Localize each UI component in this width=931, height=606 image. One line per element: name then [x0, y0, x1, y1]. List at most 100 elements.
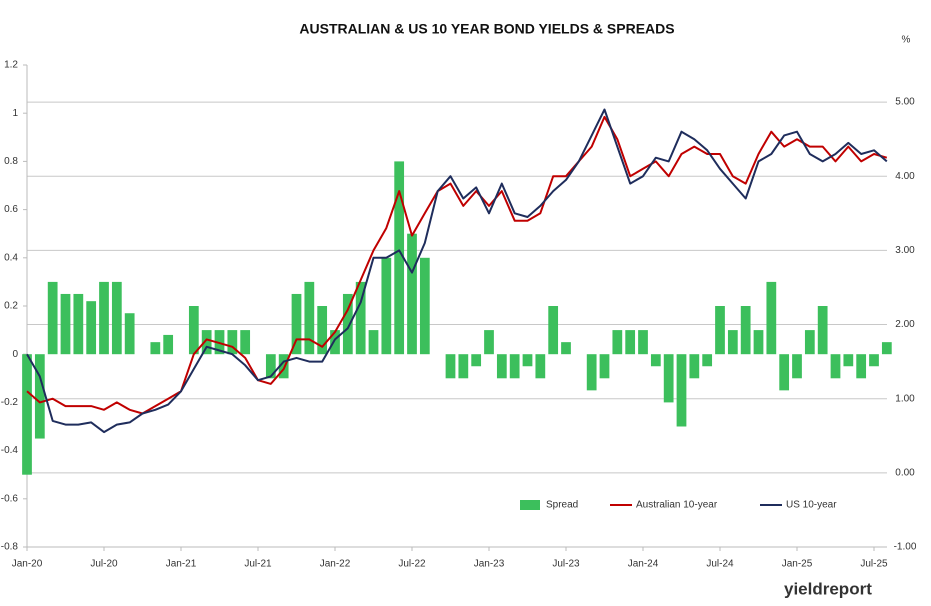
y2-tick-label: 0.00: [895, 467, 915, 478]
y-tick-label: -0.8: [1, 542, 19, 553]
spread-bar: [111, 281, 122, 355]
spread-bar: [663, 354, 674, 403]
spread-bar: [612, 330, 623, 355]
x-tick-label: Jul-23: [552, 559, 580, 570]
legend-label: US 10-year: [786, 500, 837, 511]
spread-bar: [586, 354, 597, 391]
x-tick-label: Jul-25: [860, 559, 888, 570]
spread-bar: [445, 354, 456, 379]
x-tick-label: Jan-25: [782, 559, 813, 570]
y2-tick-label: 4.00: [895, 171, 915, 182]
spread-bar: [535, 354, 546, 379]
spread-bar: [407, 233, 417, 355]
spread-bar: [394, 161, 405, 355]
spread-bar: [150, 342, 161, 355]
spread-bar: [715, 306, 725, 355]
spread-bar: [843, 354, 854, 367]
yield-line: [26, 115, 888, 415]
spread-bar: [47, 281, 58, 355]
spread-bar: [22, 354, 32, 475]
spread-bar: [355, 281, 366, 355]
y-tick-label: 1: [12, 108, 18, 119]
spread-bar: [689, 354, 700, 379]
spread-bar: [163, 334, 174, 355]
y2-tick-label: 2.00: [895, 319, 915, 330]
spread-bar: [419, 257, 430, 355]
y-tick-label: 1.2: [4, 60, 18, 71]
x-tick-label: Jan-23: [474, 559, 505, 570]
spread-bar: [599, 354, 610, 379]
spread-bar: [753, 330, 764, 355]
x-tick-label: Jul-22: [398, 559, 426, 570]
spread-bar: [60, 293, 71, 355]
spread-bar: [625, 330, 636, 355]
spread-bar: [124, 313, 135, 355]
y-tick-label: 0.4: [4, 252, 18, 263]
spread-bar: [458, 354, 469, 379]
spread-bar: [278, 354, 289, 379]
x-tick-label: Jan-20: [12, 559, 43, 570]
y2-tick-label: 1.00: [895, 393, 915, 404]
y2-tick-label: 3.00: [895, 245, 915, 256]
y-tick-label: 0.8: [4, 156, 18, 167]
legend-label: Spread: [546, 500, 578, 511]
spread-bar: [291, 293, 302, 355]
spread-bar: [830, 354, 841, 379]
x-tick-label: Jul-21: [244, 559, 272, 570]
spread-bar: [265, 354, 276, 379]
spread-bar: [766, 281, 777, 355]
spread-bar: [330, 330, 340, 355]
spread-bar: [650, 354, 661, 367]
x-tick-label: Jan-24: [628, 559, 659, 570]
spread-bar: [201, 330, 212, 355]
y-tick-label: 0: [12, 349, 18, 360]
spread-bar: [869, 354, 879, 367]
legend-swatch: [520, 500, 540, 510]
y2-unit: %: [902, 35, 911, 46]
spread-bar: [368, 330, 379, 355]
spread-bar: [727, 330, 738, 355]
spread-bar: [86, 301, 97, 355]
spread-bar: [779, 354, 790, 391]
spread-bar: [561, 342, 571, 355]
spread-bar: [304, 281, 315, 355]
y-tick-label: -0.4: [1, 445, 19, 456]
spread-bar: [804, 330, 815, 355]
spread-bar: [509, 354, 520, 379]
spread-bar: [792, 354, 802, 379]
spread-bar: [317, 306, 328, 355]
x-tick-label: Jul-24: [706, 559, 734, 570]
y-tick-label: 0.6: [4, 204, 18, 215]
spread-bar: [817, 306, 828, 355]
spread-bar: [99, 281, 109, 355]
spread-bar: [638, 330, 648, 355]
x-tick-label: Jul-20: [90, 559, 118, 570]
x-tick-label: Jan-21: [166, 559, 197, 570]
spread-bar: [676, 354, 687, 427]
y-tick-label: -0.6: [1, 493, 19, 504]
spread-bar: [740, 306, 751, 355]
yield-line: [26, 108, 888, 434]
chart-title: AUSTRALIAN & US 10 YEAR BOND YIELDS & SP…: [299, 21, 674, 37]
brand-logo: yieldreport: [784, 579, 872, 598]
spread-bar: [188, 306, 199, 355]
y-tick-label: -0.2: [1, 397, 19, 408]
spread-bar: [471, 354, 482, 367]
spread-bar: [73, 293, 84, 355]
spread-bar: [484, 330, 494, 355]
x-tick-label: Jan-22: [320, 559, 351, 570]
y2-tick-label: -1.00: [894, 542, 917, 553]
spread-bar: [240, 330, 251, 355]
spread-bar: [881, 342, 892, 355]
y2-tick-label: 5.00: [895, 97, 915, 108]
spread-bar: [496, 354, 507, 379]
y-tick-label: 0.2: [4, 301, 18, 312]
spread-bar: [522, 354, 533, 367]
spread-bar: [381, 257, 392, 355]
spread-bar: [34, 354, 45, 439]
spread-bar: [702, 354, 713, 367]
spread-bar: [342, 293, 353, 355]
legend-label: Australian 10-year: [636, 500, 718, 511]
spread-bar: [227, 330, 238, 355]
